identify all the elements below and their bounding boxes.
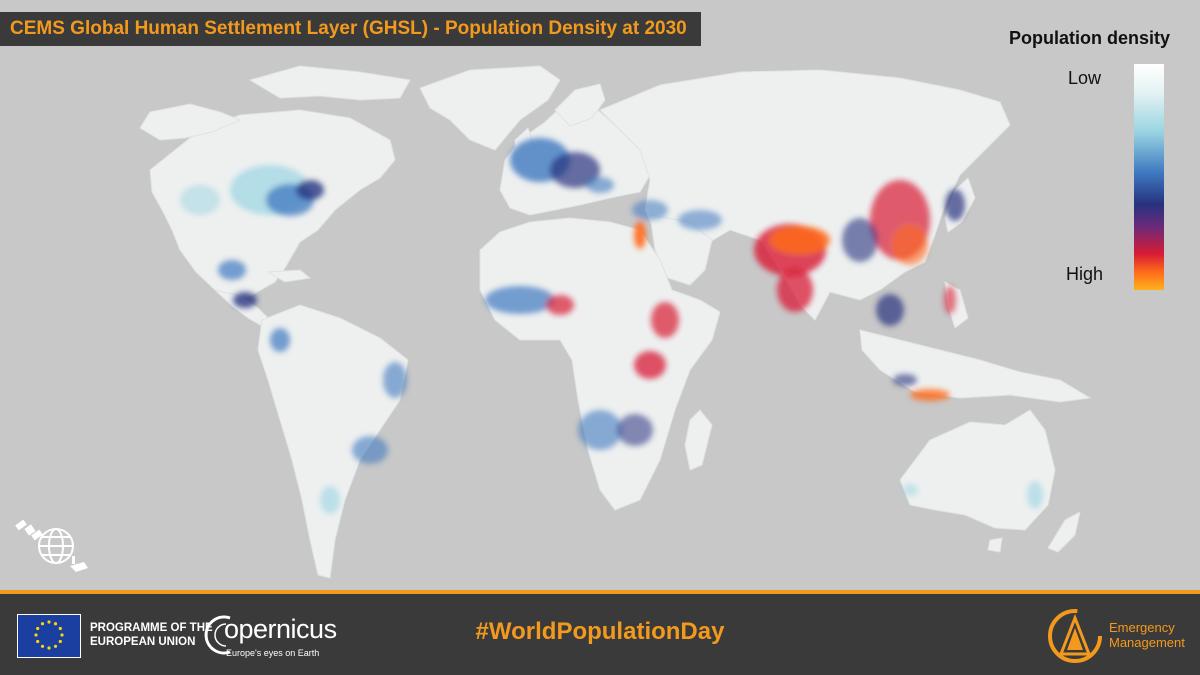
copernicus-wordmark: opernicus: [224, 614, 337, 644]
legend-color-ramp: [1134, 64, 1164, 290]
scandinavia: [554, 83, 606, 127]
em-line-1: Emergency: [1109, 620, 1175, 635]
australia: [899, 409, 1056, 531]
density-overlay: [180, 138, 1043, 514]
title-banner: CEMS Global Human Settlement Layer (GHSL…: [0, 12, 701, 46]
south-america: [257, 304, 409, 579]
world-map[interactable]: [0, 0, 1200, 590]
programme-text: PROGRAMME OF THE EUROPEAN UNION: [90, 621, 213, 649]
landmasses: [139, 65, 1092, 579]
legend: Population density Low High: [990, 28, 1200, 298]
footer-divider: [0, 590, 1200, 594]
canada-arctic-islands: [248, 65, 411, 101]
footer: PROGRAMME OF THE EUROPEAN UNION opernicu…: [0, 594, 1200, 675]
satellite-globe-icon: [14, 512, 94, 578]
southeast-asia-islands: [859, 329, 1092, 403]
legend-high-label: High: [1066, 264, 1104, 284]
alaska: [139, 103, 242, 141]
programme-line-1: PROGRAMME OF THE: [90, 622, 213, 634]
new-zealand: [1047, 511, 1081, 553]
map-title: CEMS Global Human Settlement Layer (GHSL…: [10, 18, 687, 39]
copernicus-logo-icon: opernicus Europe's eyes on Earth: [200, 608, 340, 663]
madagascar: [684, 409, 713, 471]
emergency-management-icon: Emergency Management: [1045, 606, 1195, 670]
legend-title: Population density: [1008, 28, 1170, 48]
em-line-2: Management: [1109, 635, 1185, 650]
map-area[interactable]: CEMS Global Human Settlement Layer (GHSL…: [0, 0, 1200, 590]
copernicus-tagline: Europe's eyes on Earth: [226, 648, 320, 658]
caribbean: [266, 269, 312, 283]
em-text: Emergency Management: [1109, 620, 1185, 650]
eu-flag-icon: [17, 614, 81, 658]
greenland: [419, 65, 561, 151]
programme-line-2: EUROPEAN UNION: [90, 636, 196, 648]
hashtag: #WorldPopulationDay: [475, 618, 725, 645]
tasmania: [987, 537, 1003, 553]
legend-low-label: Low: [1068, 68, 1102, 88]
